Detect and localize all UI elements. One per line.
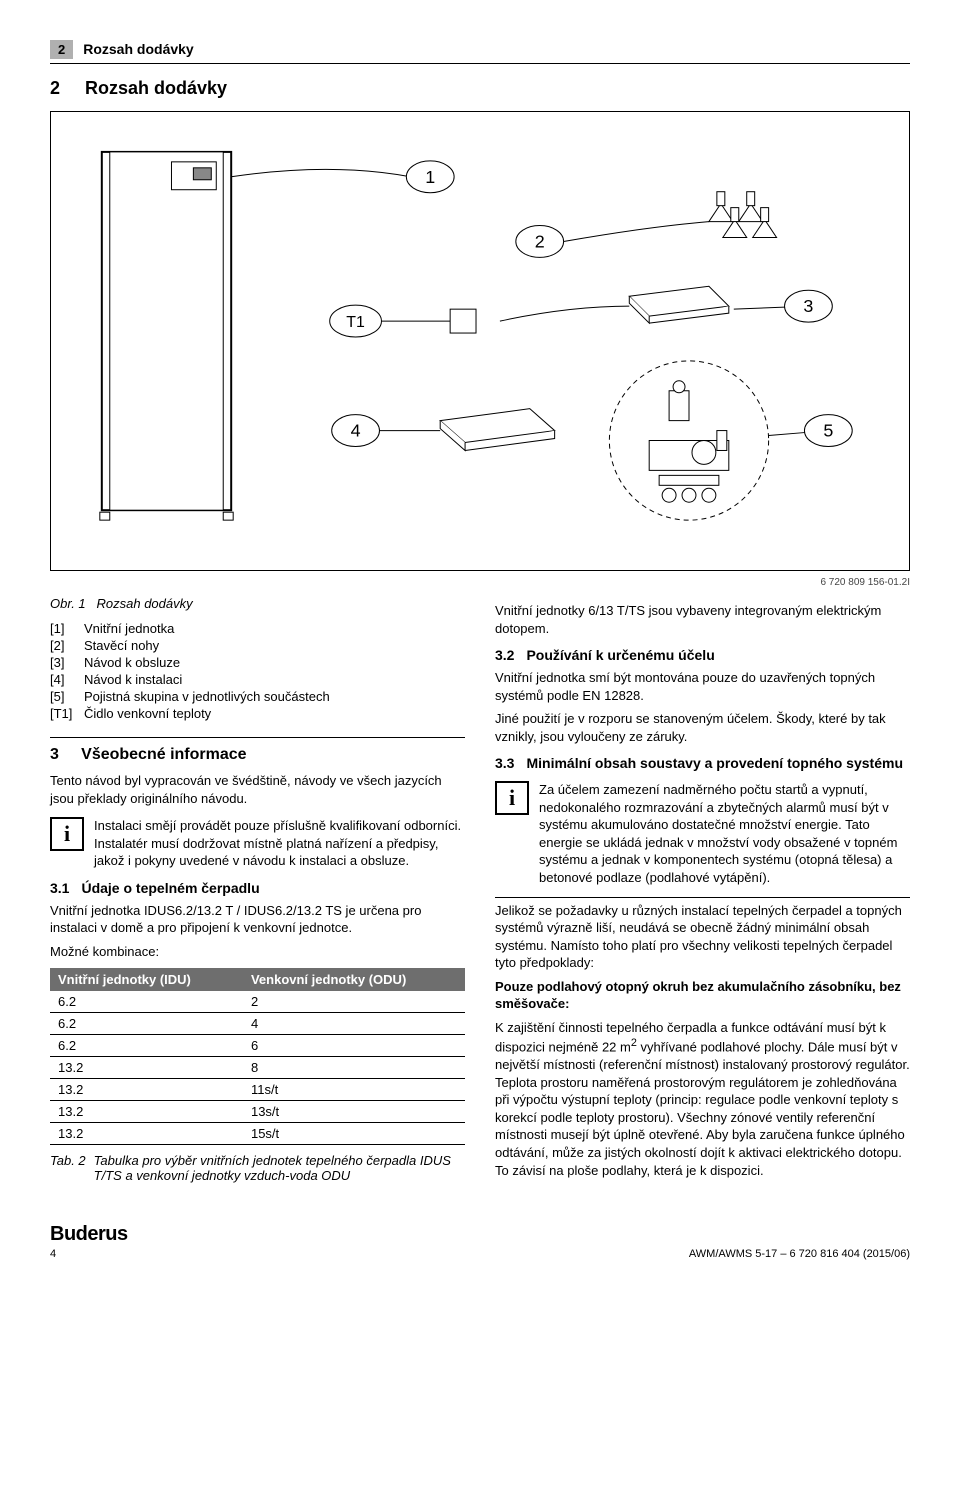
section-3-3-num: 3.3 xyxy=(495,755,514,771)
table-row: 6.26 xyxy=(50,1035,465,1057)
info-icon: i xyxy=(495,781,529,815)
page-header: 2 Rozsah dodávky xyxy=(50,40,910,64)
info-text-1: Instalaci smějí provádět pouze příslušně… xyxy=(94,817,465,870)
section-3-3-title: 3.3 Minimální obsah soustavy a provedení… xyxy=(495,755,910,771)
header-page-num: 2 xyxy=(50,40,73,59)
legend-key: [1] xyxy=(50,621,84,636)
table-cell: 6.2 xyxy=(50,991,243,1013)
table-row: 13.215s/t xyxy=(50,1123,465,1145)
table-cell: 2 xyxy=(243,991,465,1013)
table-cell: 13.2 xyxy=(50,1057,243,1079)
brand-logo: Buderus xyxy=(50,1223,128,1246)
figure-ref: 6 720 809 156-01.2I xyxy=(50,577,910,588)
info-box-2: i Za účelem zamezení nadměrného počtu st… xyxy=(495,781,910,886)
section-3-2-p1: Vnitřní jednotka smí být montována pouze… xyxy=(495,669,910,704)
tag-t1: T1 xyxy=(346,314,365,331)
table-cell: 6 xyxy=(243,1035,465,1057)
figure-caption-text: Rozsah dodávky xyxy=(97,596,193,611)
legend-row: [T1]Čidlo venkovní teploty xyxy=(50,706,465,721)
table-cell: 4 xyxy=(243,1013,465,1035)
table-cell: 15s/t xyxy=(243,1123,465,1145)
section-2-title: 2 Rozsah dodávky xyxy=(50,78,910,99)
table-cell: 13s/t xyxy=(243,1101,465,1123)
right-column: Vnitřní jednotky 6/13 T/TS jsou vybaveny… xyxy=(495,596,910,1193)
section-2-text: Rozsah dodávky xyxy=(85,78,227,98)
section-3-1-title: 3.1 Údaje o tepelném čerpadlu xyxy=(50,880,465,896)
section-3-3-text: Minimální obsah soustavy a provedení top… xyxy=(526,755,903,771)
table-cell: 13.2 xyxy=(50,1101,243,1123)
callout-2: 2 xyxy=(535,231,545,251)
section-3-2-text: Používání k určenému účelu xyxy=(526,647,714,663)
section-3-num: 3 xyxy=(50,746,59,763)
table-caption-num: Tab. 2 xyxy=(50,1153,86,1183)
p4b: vyhřívané podlahové plochy. Dále musí bý… xyxy=(495,1040,910,1178)
footer-right: AWM/AWMS 5-17 – 6 720 816 404 (2015/06) xyxy=(689,1248,910,1260)
legend-key: [4] xyxy=(50,672,84,687)
legend-row: [5]Pojistná skupina v jednotlivých součá… xyxy=(50,689,465,704)
figure-caption: Obr. 1 Rozsah dodávky xyxy=(50,596,465,611)
legend-value: Čidlo venkovní teploty xyxy=(84,706,211,721)
table-row: 13.213s/t xyxy=(50,1101,465,1123)
legend-row: [1]Vnitřní jednotka xyxy=(50,621,465,636)
legend-row: [4]Návod k instalaci xyxy=(50,672,465,687)
legend-value: Vnitřní jednotka xyxy=(84,621,174,636)
legend-value: Stavěcí nohy xyxy=(84,638,159,653)
section-3-1-num: 3.1 xyxy=(50,880,69,896)
footer-left: 4 xyxy=(50,1248,56,1260)
table-caption: Tab. 2 Tabulka pro výběr vnitřních jedno… xyxy=(50,1153,465,1183)
table-row: 6.22 xyxy=(50,991,465,1013)
section-2-num: 2 xyxy=(50,78,60,98)
right-p1: Vnitřní jednotky 6/13 T/TS jsou vybaveny… xyxy=(495,602,910,637)
figure-svg: 1 2 T1 3 xyxy=(71,132,889,550)
section-3-title: 3 Všeobecné informace xyxy=(50,737,465,764)
table-cell: 13.2 xyxy=(50,1123,243,1145)
table-cell: 6.2 xyxy=(50,1013,243,1035)
section-3-2-num: 3.2 xyxy=(495,647,514,663)
callout-5: 5 xyxy=(823,421,833,441)
callout-1: 1 xyxy=(425,167,435,187)
table-head-2: Venkovní jednotky (ODU) xyxy=(243,968,465,991)
callout-3: 3 xyxy=(803,296,813,316)
right-p3: Jelikož se požadavky u různých instalací… xyxy=(495,897,910,972)
table-row: 13.211s/t xyxy=(50,1079,465,1101)
table-caption-text: Tabulka pro výběr vnitřních jednotek tep… xyxy=(94,1153,465,1183)
table-cell: 6.2 xyxy=(50,1035,243,1057)
left-column: Obr. 1 Rozsah dodávky [1]Vnitřní jednotk… xyxy=(50,596,465,1193)
legend-value: Návod k instalaci xyxy=(84,672,182,687)
legend-key: [2] xyxy=(50,638,84,653)
figure-caption-num: Obr. 1 xyxy=(50,596,86,611)
section-3-2-p2: Jiné použití je v rozporu se stanoveným … xyxy=(495,710,910,745)
legend-key: [5] xyxy=(50,689,84,704)
legend-key: [T1] xyxy=(50,706,84,721)
footer-row: 4 AWM/AWMS 5-17 – 6 720 816 404 (2015/06… xyxy=(50,1248,910,1260)
legend-value: Pojistná skupina v jednotlivých součáste… xyxy=(84,689,330,704)
header-title: Rozsah dodávky xyxy=(83,41,193,57)
info-icon: i xyxy=(50,817,84,851)
combo-table: Vnitřní jednotky (IDU) Venkovní jednotky… xyxy=(50,968,465,1145)
legend-row: [3]Návod k obsluze xyxy=(50,655,465,670)
page-footer: Buderus xyxy=(50,1223,910,1246)
table-row: 13.28 xyxy=(50,1057,465,1079)
section-3-intro: Tento návod byl vypracován ve švédštině,… xyxy=(50,772,465,807)
combo-label: Možné kombinace: xyxy=(50,943,465,961)
section-3-text: Všeobecné informace xyxy=(81,746,246,763)
figure-1: 1 2 T1 3 xyxy=(50,111,910,571)
info-text-2: Za účelem zamezení nadměrného počtu star… xyxy=(539,781,910,886)
right-p4: K zajištění činnosti tepelného čerpadla … xyxy=(495,1019,910,1179)
bold-heading-1: Pouze podlahový otopný okruh bez akumula… xyxy=(495,978,910,1013)
callout-4: 4 xyxy=(351,421,361,441)
info-box-1: i Instalaci smějí provádět pouze přísluš… xyxy=(50,817,465,870)
legend: [1]Vnitřní jednotka[2]Stavěcí nohy[3]Náv… xyxy=(50,621,465,721)
table-cell: 11s/t xyxy=(243,1079,465,1101)
legend-key: [3] xyxy=(50,655,84,670)
section-3-1-text: Údaje o tepelném čerpadlu xyxy=(81,880,259,896)
legend-row: [2]Stavěcí nohy xyxy=(50,638,465,653)
section-3-2-title: 3.2 Používání k určenému účelu xyxy=(495,647,910,663)
table-head-1: Vnitřní jednotky (IDU) xyxy=(50,968,243,991)
table-row: 6.24 xyxy=(50,1013,465,1035)
section-3-1-para: Vnitřní jednotka IDUS6.2/13.2 T / IDUS6.… xyxy=(50,902,465,937)
legend-value: Návod k obsluze xyxy=(84,655,180,670)
table-cell: 13.2 xyxy=(50,1079,243,1101)
table-cell: 8 xyxy=(243,1057,465,1079)
